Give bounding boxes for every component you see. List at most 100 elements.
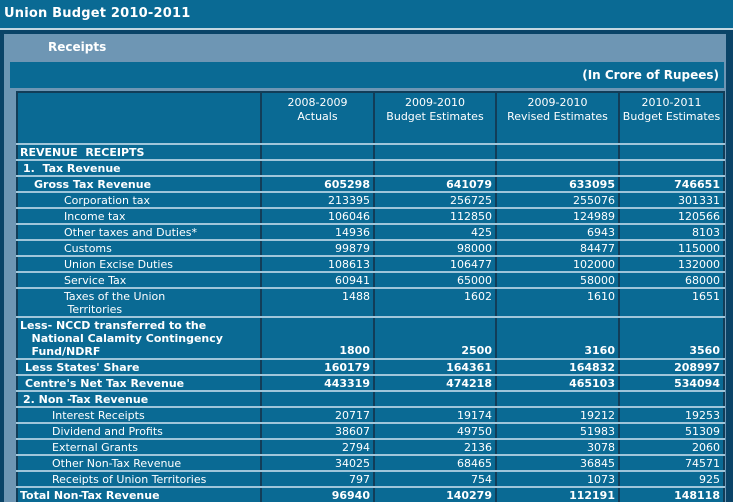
table-row: Less- NCCD transferred to the National C…: [17, 317, 724, 360]
table-row: Service Tax 60941 65000 58000 68000: [17, 272, 724, 289]
value-cell: 925: [619, 471, 724, 488]
table-row: Less States' Share 160179 164361 164832 2089…: [17, 359, 724, 376]
value-cell: 746651: [619, 176, 724, 193]
value-cell: 3560: [619, 317, 724, 360]
value-cell: 1488: [261, 288, 375, 318]
row-label-cell: Customs: [17, 240, 262, 257]
receipts-panel: Receipts (In Crore of Rupees) 2008-2009 …: [0, 30, 733, 502]
value-cell: [619, 160, 724, 177]
value-cell: 68465: [374, 455, 497, 472]
value-cell: 51983: [496, 423, 620, 440]
column-header-3: 2010-2011 Budget Estimates: [619, 92, 724, 145]
row-label-cell: Corporation tax: [17, 192, 262, 209]
value-cell: 605298: [261, 176, 375, 193]
value-cell: 58000: [496, 272, 620, 289]
value-cell: 120566: [619, 208, 724, 225]
value-cell: 99879: [261, 240, 375, 257]
value-cell: 49750: [374, 423, 497, 440]
table-row: 2. Non -Tax Revenue: [17, 391, 724, 408]
value-cell: 124989: [496, 208, 620, 225]
row-label-cell: Less States' Share: [17, 359, 262, 376]
table-row: Total Non-Tax Revenue 96940 140279 112191 14…: [17, 487, 724, 502]
table-row: Corporation tax 213395 256725 255076 301331: [17, 192, 724, 209]
table-row: External Grants 2794 2136 3078 2060: [17, 439, 724, 456]
value-cell: 96940: [261, 487, 375, 502]
value-cell: 140279: [374, 487, 497, 502]
value-cell: 534094: [619, 375, 724, 392]
value-cell: 797: [261, 471, 375, 488]
value-cell: 443319: [261, 375, 375, 392]
value-cell: 641079: [374, 176, 497, 193]
value-cell: 2794: [261, 439, 375, 456]
row-label-cell: Taxes of the Union Territories: [17, 288, 262, 318]
value-cell: 208997: [619, 359, 724, 376]
value-cell: 3160: [496, 317, 620, 360]
value-cell: 84477: [496, 240, 620, 257]
row-label-cell: Income tax: [17, 208, 262, 225]
row-label-cell: 2. Non -Tax Revenue: [17, 391, 262, 408]
value-cell: 1610: [496, 288, 620, 318]
value-cell: [619, 144, 724, 161]
value-cell: [374, 160, 497, 177]
value-cell: 19253: [619, 407, 724, 424]
value-cell: 60941: [261, 272, 375, 289]
value-cell: 68000: [619, 272, 724, 289]
table-body: REVENUE RECEIPTS 1. Tax Revenue Gross Tax …: [17, 144, 724, 502]
table-header: 2008-2009 Actuals 2009-2010 Budget Estima…: [17, 92, 724, 145]
value-cell: 465103: [496, 375, 620, 392]
table-row: Union Excise Duties 108613 106477 102000 132…: [17, 256, 724, 273]
value-cell: [261, 391, 375, 408]
row-label-cell: Interest Receipts: [17, 407, 262, 424]
value-cell: 148118: [619, 487, 724, 502]
table-row: Gross Tax Revenue 605298 641079 633095 74665…: [17, 176, 724, 193]
value-cell: 38607: [261, 423, 375, 440]
value-cell: 112850: [374, 208, 497, 225]
value-cell: 2060: [619, 439, 724, 456]
value-cell: 633095: [496, 176, 620, 193]
value-cell: 98000: [374, 240, 497, 257]
value-cell: [496, 144, 620, 161]
table-row: Customs 99879 98000 84477 115000: [17, 240, 724, 257]
row-label-cell: 1. Tax Revenue: [17, 160, 262, 177]
value-cell: 2136: [374, 439, 497, 456]
row-label-cell: REVENUE RECEIPTS: [17, 144, 262, 161]
value-cell: 754: [374, 471, 497, 488]
value-cell: 74571: [619, 455, 724, 472]
table-row: Dividend and Profits 38607 49750 51983 51309: [17, 423, 724, 440]
value-cell: 8103: [619, 224, 724, 241]
title-separator: [0, 28, 733, 30]
value-cell: 160179: [261, 359, 375, 376]
value-cell: [496, 391, 620, 408]
value-cell: 108613: [261, 256, 375, 273]
value-cell: 1073: [496, 471, 620, 488]
column-header-2: 2009-2010 Revised Estimates: [496, 92, 620, 145]
row-label-cell: Dividend and Profits: [17, 423, 262, 440]
value-cell: [261, 144, 375, 161]
value-cell: 51309: [619, 423, 724, 440]
value-cell: 19174: [374, 407, 497, 424]
value-cell: [261, 160, 375, 177]
value-cell: 112191: [496, 487, 620, 502]
value-cell: 2500: [374, 317, 497, 360]
table-caption-band: (In Crore of Rupees): [10, 62, 724, 88]
table-row: 1. Tax Revenue: [17, 160, 724, 177]
value-cell: 65000: [374, 272, 497, 289]
value-cell: 3078: [496, 439, 620, 456]
value-cell: 102000: [496, 256, 620, 273]
table-row: Receipts of Union Territories 797 754 1073 9…: [17, 471, 724, 488]
value-cell: 106477: [374, 256, 497, 273]
row-label-cell: Less- NCCD transferred to the National C…: [17, 317, 262, 360]
value-cell: 213395: [261, 192, 375, 209]
value-cell: [374, 391, 497, 408]
value-cell: 474218: [374, 375, 497, 392]
value-cell: 164361: [374, 359, 497, 376]
value-cell: 1651: [619, 288, 724, 318]
page-title: Union Budget 2010-2011: [4, 6, 191, 21]
table-header-row: 2008-2009 Actuals 2009-2010 Budget Estima…: [17, 92, 724, 145]
table-row: Interest Receipts 20717 19174 19212 19253: [17, 407, 724, 424]
value-cell: 6943: [496, 224, 620, 241]
value-cell: 255076: [496, 192, 620, 209]
page-title-bar: Union Budget 2010-2011: [0, 0, 733, 28]
value-cell: 34025: [261, 455, 375, 472]
column-header-1: 2009-2010 Budget Estimates: [374, 92, 497, 145]
